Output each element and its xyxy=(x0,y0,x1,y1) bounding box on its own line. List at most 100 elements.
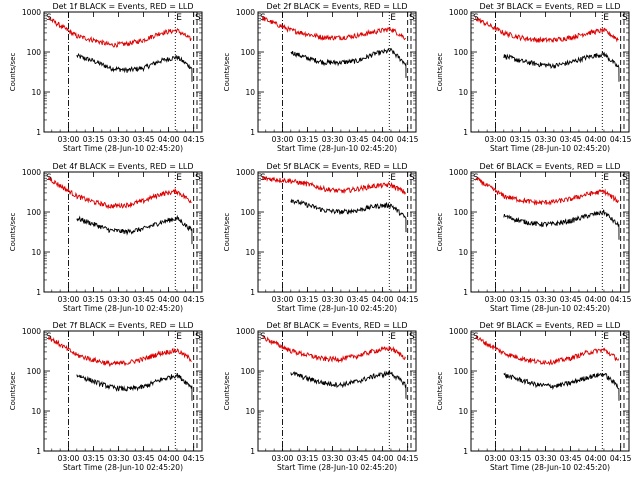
x-axis-label: Start Time (28-Jun-10 02:45:20) xyxy=(277,304,397,313)
panel-title: Det 9f BLACK = Events, RED = LLD xyxy=(479,321,620,330)
x-tick-label: 03:15 xyxy=(510,295,532,304)
x-tick-label: 03:30 xyxy=(322,135,344,144)
saa-marker-label: S xyxy=(195,173,201,183)
lld-series-line xyxy=(262,335,406,364)
x-axis-label: Start Time (28-Jun-10 02:45:20) xyxy=(63,144,183,153)
end-marker-label: E xyxy=(176,13,182,23)
x-tick-label: 03:30 xyxy=(535,295,557,304)
panel-frame xyxy=(43,11,203,133)
x-tick-label: 03:45 xyxy=(560,454,582,463)
detector-panel: Det 3f BLACK = Events, RED = LLD 1 10 100 10… xyxy=(436,2,632,153)
x-tick-label: 04:15 xyxy=(610,135,632,144)
x-tick-label: 03:30 xyxy=(322,454,344,463)
saa-marker-label: S xyxy=(409,173,415,183)
end-marker-label: E xyxy=(390,173,396,183)
y-tick-label: 1000 xyxy=(449,168,468,177)
end-marker-label: E xyxy=(390,13,396,23)
x-tick-label: 04:00 xyxy=(585,135,607,144)
x-tick-label: 03:30 xyxy=(322,295,344,304)
panel-frame xyxy=(43,171,203,293)
x-tick-label: 03:00 xyxy=(58,454,80,463)
events-series-line xyxy=(503,372,620,401)
y-tick-label: 100 xyxy=(454,367,469,376)
y-tick-label: 10 xyxy=(31,248,41,257)
y-tick-label: 1000 xyxy=(22,8,41,17)
y-tick-label: 1000 xyxy=(236,168,255,177)
panel-frame xyxy=(470,330,630,452)
y-tick-label: 10 xyxy=(458,407,468,416)
lld-series-line xyxy=(475,334,620,366)
detector-panel: Det 2f BLACK = Events, RED = LLD 1 10 100 10… xyxy=(223,2,419,153)
y-tick-label: 1 xyxy=(463,447,468,456)
y-tick-label: 100 xyxy=(27,367,42,376)
y-tick-label: 100 xyxy=(241,208,256,217)
saa-marker-label: S xyxy=(409,13,415,23)
start-marker-label: S xyxy=(473,173,479,183)
y-axis-label: Counts/sec xyxy=(223,213,231,252)
events-series-line xyxy=(503,50,620,82)
y-tick-label: 1000 xyxy=(236,8,255,17)
panel-frame xyxy=(43,330,203,452)
y-axis-label: Counts/sec xyxy=(223,372,231,411)
x-tick-label: 03:00 xyxy=(272,295,294,304)
x-tick-label: 04:00 xyxy=(372,135,394,144)
detector-panel: Det 8f BLACK = Events, RED = LLD 1 10 100 10… xyxy=(223,321,419,472)
y-tick-label: 1 xyxy=(250,288,255,297)
x-tick-label: 03:30 xyxy=(108,454,130,463)
x-tick-label: 04:00 xyxy=(585,295,607,304)
lld-series-line xyxy=(262,16,406,42)
lld-series-line xyxy=(475,177,620,206)
lld-series-line xyxy=(48,177,192,210)
x-tick-label: 04:15 xyxy=(397,295,419,304)
y-tick-label: 1 xyxy=(36,447,41,456)
y-axis-label: Counts/sec xyxy=(223,53,231,92)
y-tick-label: 1 xyxy=(250,447,255,456)
lld-series-line xyxy=(48,336,192,367)
detector-panel: Det 9f BLACK = Events, RED = LLD 1 10 100 10… xyxy=(436,321,632,472)
end-marker-label: E xyxy=(176,173,182,183)
y-tick-label: 1000 xyxy=(236,327,255,336)
end-marker-label: E xyxy=(176,332,182,342)
end-marker-label: E xyxy=(603,173,609,183)
x-tick-label: 04:00 xyxy=(585,454,607,463)
x-axis-label: Start Time (28-Jun-10 02:45:20) xyxy=(277,463,397,472)
x-tick-label: 03:30 xyxy=(108,295,130,304)
y-tick-label: 10 xyxy=(245,407,255,416)
events-series-line xyxy=(290,370,407,399)
x-tick-label: 03:15 xyxy=(297,295,319,304)
x-tick-label: 04:00 xyxy=(158,295,180,304)
detector-panel: Det 5f BLACK = Events, RED = LLD 1 10 100 10… xyxy=(223,162,419,313)
events-series-line xyxy=(503,209,620,240)
x-axis-label: Start Time (28-Jun-10 02:45:20) xyxy=(490,463,610,472)
x-tick-label: 03:00 xyxy=(272,454,294,463)
y-tick-label: 1000 xyxy=(449,8,468,17)
panel-title: Det 6f BLACK = Events, RED = LLD xyxy=(479,162,620,171)
y-axis-label: Counts/sec xyxy=(436,372,444,411)
detector-panel: Det 1f BLACK = Events, RED = LLD 1 10 100 10… xyxy=(9,2,205,153)
detector-panel: Det 6f BLACK = Events, RED = LLD 1 10 100 10… xyxy=(436,162,632,313)
saa-marker-label: S xyxy=(622,173,628,183)
x-tick-label: 03:45 xyxy=(133,295,155,304)
panel-title: Det 5f BLACK = Events, RED = LLD xyxy=(266,162,407,171)
x-tick-label: 04:00 xyxy=(158,454,180,463)
y-tick-label: 100 xyxy=(454,48,469,57)
x-tick-label: 04:15 xyxy=(183,295,205,304)
y-axis-label: Counts/sec xyxy=(436,213,444,252)
y-tick-label: 10 xyxy=(31,88,41,97)
x-tick-label: 03:30 xyxy=(535,135,557,144)
x-tick-label: 04:00 xyxy=(158,135,180,144)
y-tick-label: 100 xyxy=(27,48,42,57)
panel-frame xyxy=(257,171,417,293)
y-tick-label: 100 xyxy=(241,48,256,57)
x-tick-label: 03:45 xyxy=(347,295,369,304)
saa-marker-label: S xyxy=(622,332,628,342)
events-series-line xyxy=(76,214,193,245)
saa-marker-label: S xyxy=(622,13,628,23)
y-tick-label: 1000 xyxy=(22,327,41,336)
end-marker-label: E xyxy=(603,332,609,342)
y-tick-label: 100 xyxy=(454,208,469,217)
x-tick-label: 03:30 xyxy=(108,135,130,144)
y-tick-label: 10 xyxy=(458,88,468,97)
panel-frame xyxy=(257,11,417,133)
panel-title: Det 2f BLACK = Events, RED = LLD xyxy=(266,2,407,11)
